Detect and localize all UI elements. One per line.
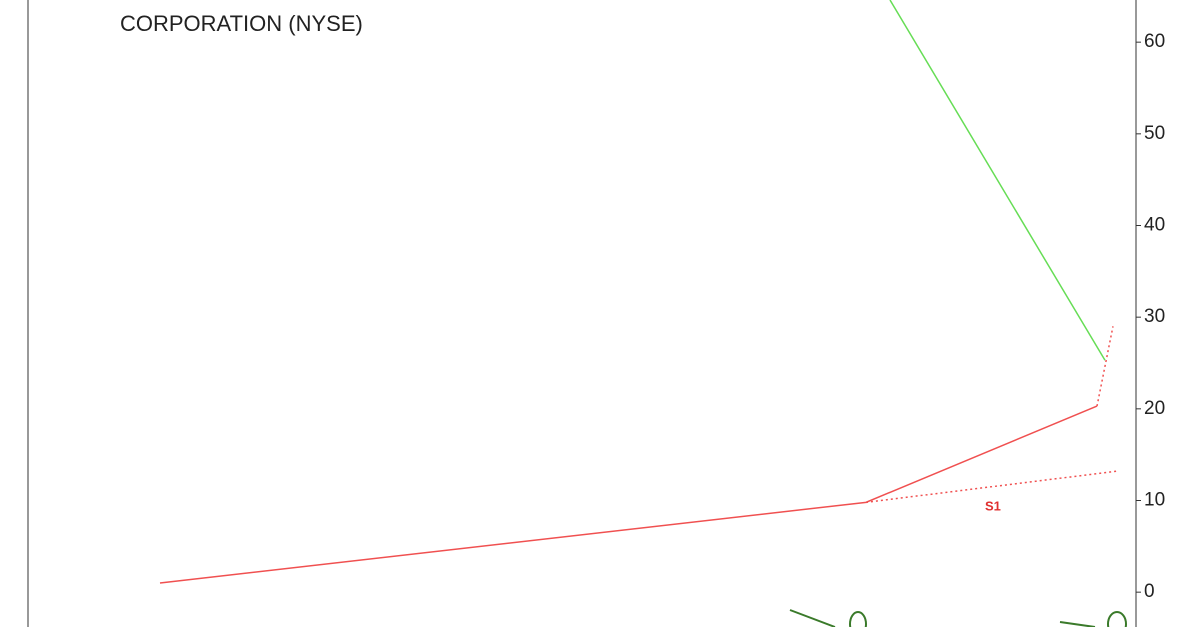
trendline [159,405,1098,584]
arrow [789,609,836,627]
y-tick-label: 0 [1144,581,1155,602]
circle-mark [1107,611,1127,627]
y-tick-label: 40 [1144,215,1165,236]
y-tick-label: 10 [1144,490,1165,511]
trendline [889,0,1106,361]
chart-title: CORPORATION (NYSE) [120,11,363,36]
trendline [865,470,1118,504]
circle-mark [849,611,867,627]
arrow [1059,621,1096,627]
trendline [1096,326,1114,407]
annotation: S1 [985,498,1001,513]
y-tick-label: 60 [1144,31,1165,52]
bottom-arrows [789,609,1127,627]
y-tick-label: 30 [1144,306,1165,327]
y-tick-label: 50 [1144,123,1165,144]
y-tick-label: 20 [1144,398,1165,419]
